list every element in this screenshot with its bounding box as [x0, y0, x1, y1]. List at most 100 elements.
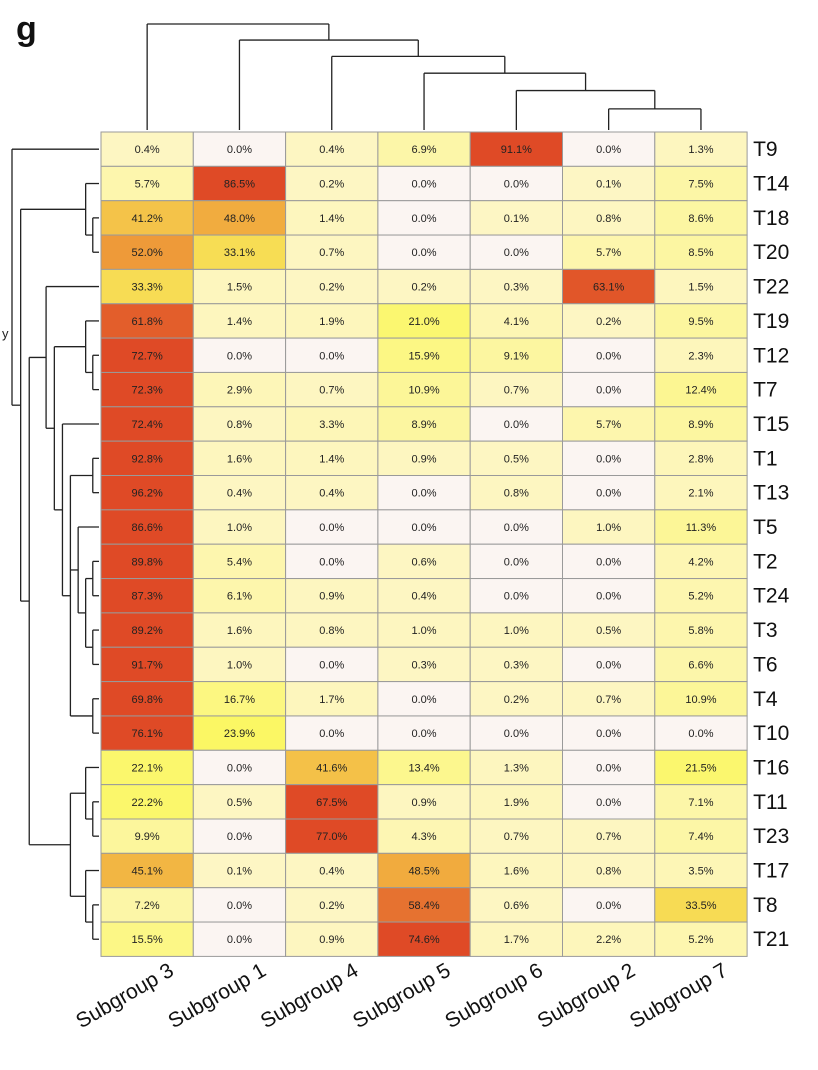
- cell-value-label: 4.3%: [412, 831, 437, 843]
- cell-value-label: 0.0%: [596, 591, 621, 603]
- row-label: T3: [753, 619, 778, 642]
- heatmap-cell: [285, 131, 379, 167]
- cell-value-label: 0.0%: [412, 179, 437, 191]
- row-label: T1: [753, 447, 778, 470]
- cell-value-label: 1.9%: [504, 797, 529, 809]
- cell-value-label: 0.2%: [504, 694, 529, 706]
- heatmap-cell: [469, 371, 564, 408]
- heatmap-cell: [469, 818, 564, 854]
- heatmap-cell: [562, 612, 656, 648]
- heatmap-cell: [285, 715, 379, 751]
- cell-value-label: 0.0%: [504, 419, 529, 431]
- row-label: T5: [753, 516, 778, 539]
- cell-value-label: 9.9%: [135, 831, 160, 843]
- cell-value-label: 1.9%: [319, 316, 344, 328]
- cell-value-label: 0.2%: [319, 282, 344, 294]
- cell-value-label: 0.0%: [596, 488, 621, 500]
- cell-value-label: 0.0%: [412, 522, 437, 534]
- heatmap-cell: [377, 509, 471, 545]
- column-label: Subgroup 2: [534, 959, 640, 1033]
- cell-value-label: 22.2%: [132, 797, 163, 809]
- cell-value-label: 1.0%: [412, 625, 437, 637]
- cell-value-label: 8.9%: [688, 419, 713, 431]
- cell-value-label: 86.6%: [132, 522, 163, 534]
- heatmap-cell: [100, 200, 194, 236]
- cell-value-label: 2.1%: [688, 488, 713, 500]
- column-label: Subgroup 4: [257, 959, 363, 1033]
- heatmap-cell: [192, 921, 287, 957]
- heatmap-cell: [100, 887, 194, 923]
- cell-value-label: 61.8%: [132, 316, 163, 328]
- heatmap-cell: [562, 784, 656, 820]
- heatmap-cell: [654, 440, 748, 476]
- heatmap-cell: [469, 165, 564, 202]
- heatmap-cell: [654, 131, 748, 167]
- cell-value-label: 0.5%: [596, 625, 621, 637]
- heatmap-cell: [654, 165, 748, 202]
- cell-value-label: 0.4%: [319, 488, 344, 500]
- cell-value-label: 21.0%: [408, 316, 439, 328]
- heatmap-cell: [654, 268, 748, 305]
- cell-value-label: 1.3%: [688, 144, 713, 156]
- row-label: T22: [753, 276, 789, 299]
- heatmap-cell: [654, 852, 748, 889]
- row-label: T6: [753, 653, 778, 676]
- cell-value-label: 0.0%: [596, 762, 621, 774]
- cell-value-label: 9.1%: [504, 350, 529, 362]
- heatmap-cell: [654, 578, 748, 614]
- cell-value-label: 1.0%: [596, 522, 621, 534]
- row-dendrogram: [11, 148, 99, 940]
- heatmap-cell: [377, 818, 471, 854]
- cell-value-label: 2.8%: [688, 453, 713, 465]
- heatmap-cell: [654, 337, 748, 373]
- row-labels: T9 T14 T18 T20 T22 T19 T12 T7 T15 T1 T13 T5 T2 T24 T3 T…: [753, 138, 790, 951]
- row-label: T7: [753, 379, 778, 402]
- heatmap-cell: [100, 543, 194, 580]
- cell-value-label: 5.7%: [135, 179, 160, 191]
- heatmap-cell: [562, 371, 656, 408]
- cell-value-label: 0.7%: [596, 694, 621, 706]
- cell-value-label: 0.0%: [227, 762, 252, 774]
- heatmap-cell: [562, 681, 656, 717]
- heatmap-cell: [100, 406, 194, 442]
- heatmap-cell: [562, 475, 656, 511]
- heatmap-cell: [654, 612, 748, 648]
- heatmap-cell: [192, 646, 287, 683]
- cell-value-label: 72.4%: [132, 419, 163, 431]
- cell-value-label: 0.0%: [319, 556, 344, 568]
- cell-value-label: 0.0%: [504, 179, 529, 191]
- heatmap-cell: [562, 852, 656, 889]
- cell-value-label: 1.6%: [227, 453, 252, 465]
- cell-value-label: 48.5%: [408, 866, 439, 878]
- heatmap-cell: [654, 234, 748, 270]
- heatmap-cell: [654, 406, 748, 442]
- cell-value-label: 0.7%: [319, 247, 344, 259]
- heatmap-cell: [100, 852, 194, 889]
- cell-value-label: 5.2%: [688, 934, 713, 946]
- stray-axis-fragment: y: [2, 326, 9, 341]
- cell-value-label: 0.0%: [319, 728, 344, 740]
- heatmap-cell: [285, 818, 379, 854]
- heatmap-cells: 0.4% 0.0% 0.4% 6.9% 91.1% 0.0% 1.3% 5.7% 86.5% 0.…: [100, 131, 748, 957]
- heatmap-cell: [285, 784, 379, 820]
- cell-value-label: 1.4%: [227, 316, 252, 328]
- cell-value-label: 0.4%: [135, 144, 160, 156]
- cell-value-label: 41.2%: [132, 213, 163, 225]
- cell-value-label: 0.0%: [412, 488, 437, 500]
- heatmap-cell: [562, 715, 656, 751]
- cell-value-label: 0.7%: [596, 831, 621, 843]
- heatmap-cell: [192, 749, 287, 786]
- heatmap-cell: [377, 440, 471, 476]
- cell-value-label: 16.7%: [224, 694, 255, 706]
- heatmap-cell: [285, 887, 379, 923]
- heatmap-cell: [100, 371, 194, 408]
- cell-value-label: 4.1%: [504, 316, 529, 328]
- column-dendrogram: [146, 23, 702, 130]
- cell-value-label: 0.6%: [504, 900, 529, 912]
- heatmap-cell: [192, 543, 287, 580]
- cell-value-label: 6.6%: [688, 659, 713, 671]
- cell-value-label: 0.2%: [319, 179, 344, 191]
- panel-letter: g: [16, 10, 37, 48]
- cell-value-label: 0.0%: [504, 556, 529, 568]
- cell-value-label: 0.0%: [227, 934, 252, 946]
